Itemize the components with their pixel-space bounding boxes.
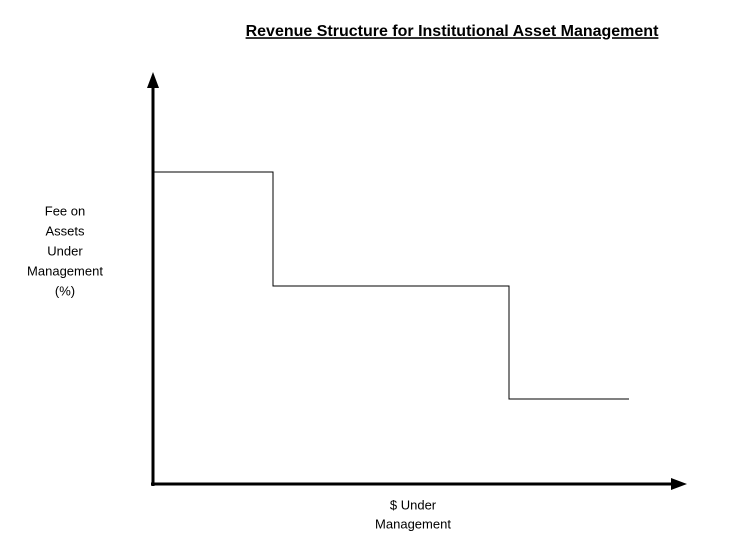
diagram-title: Revenue Structure for Institutional Asse…	[246, 23, 659, 40]
label-line: Management	[375, 516, 451, 531]
label-line: Assets	[45, 223, 85, 238]
label-line: Management	[27, 263, 103, 278]
label-line: (%)	[55, 283, 75, 298]
x-axis-label: $ Under Management	[375, 497, 451, 531]
label-line: Under	[47, 243, 83, 258]
y-axis-arrow	[147, 72, 159, 88]
fee-step-line	[153, 171, 629, 400]
label-line: $ Under	[390, 497, 437, 512]
x-axis-arrow	[671, 478, 687, 490]
label-line: Fee on	[45, 203, 85, 218]
y-axis-label: Fee on Assets Under Management (%)	[27, 203, 103, 298]
